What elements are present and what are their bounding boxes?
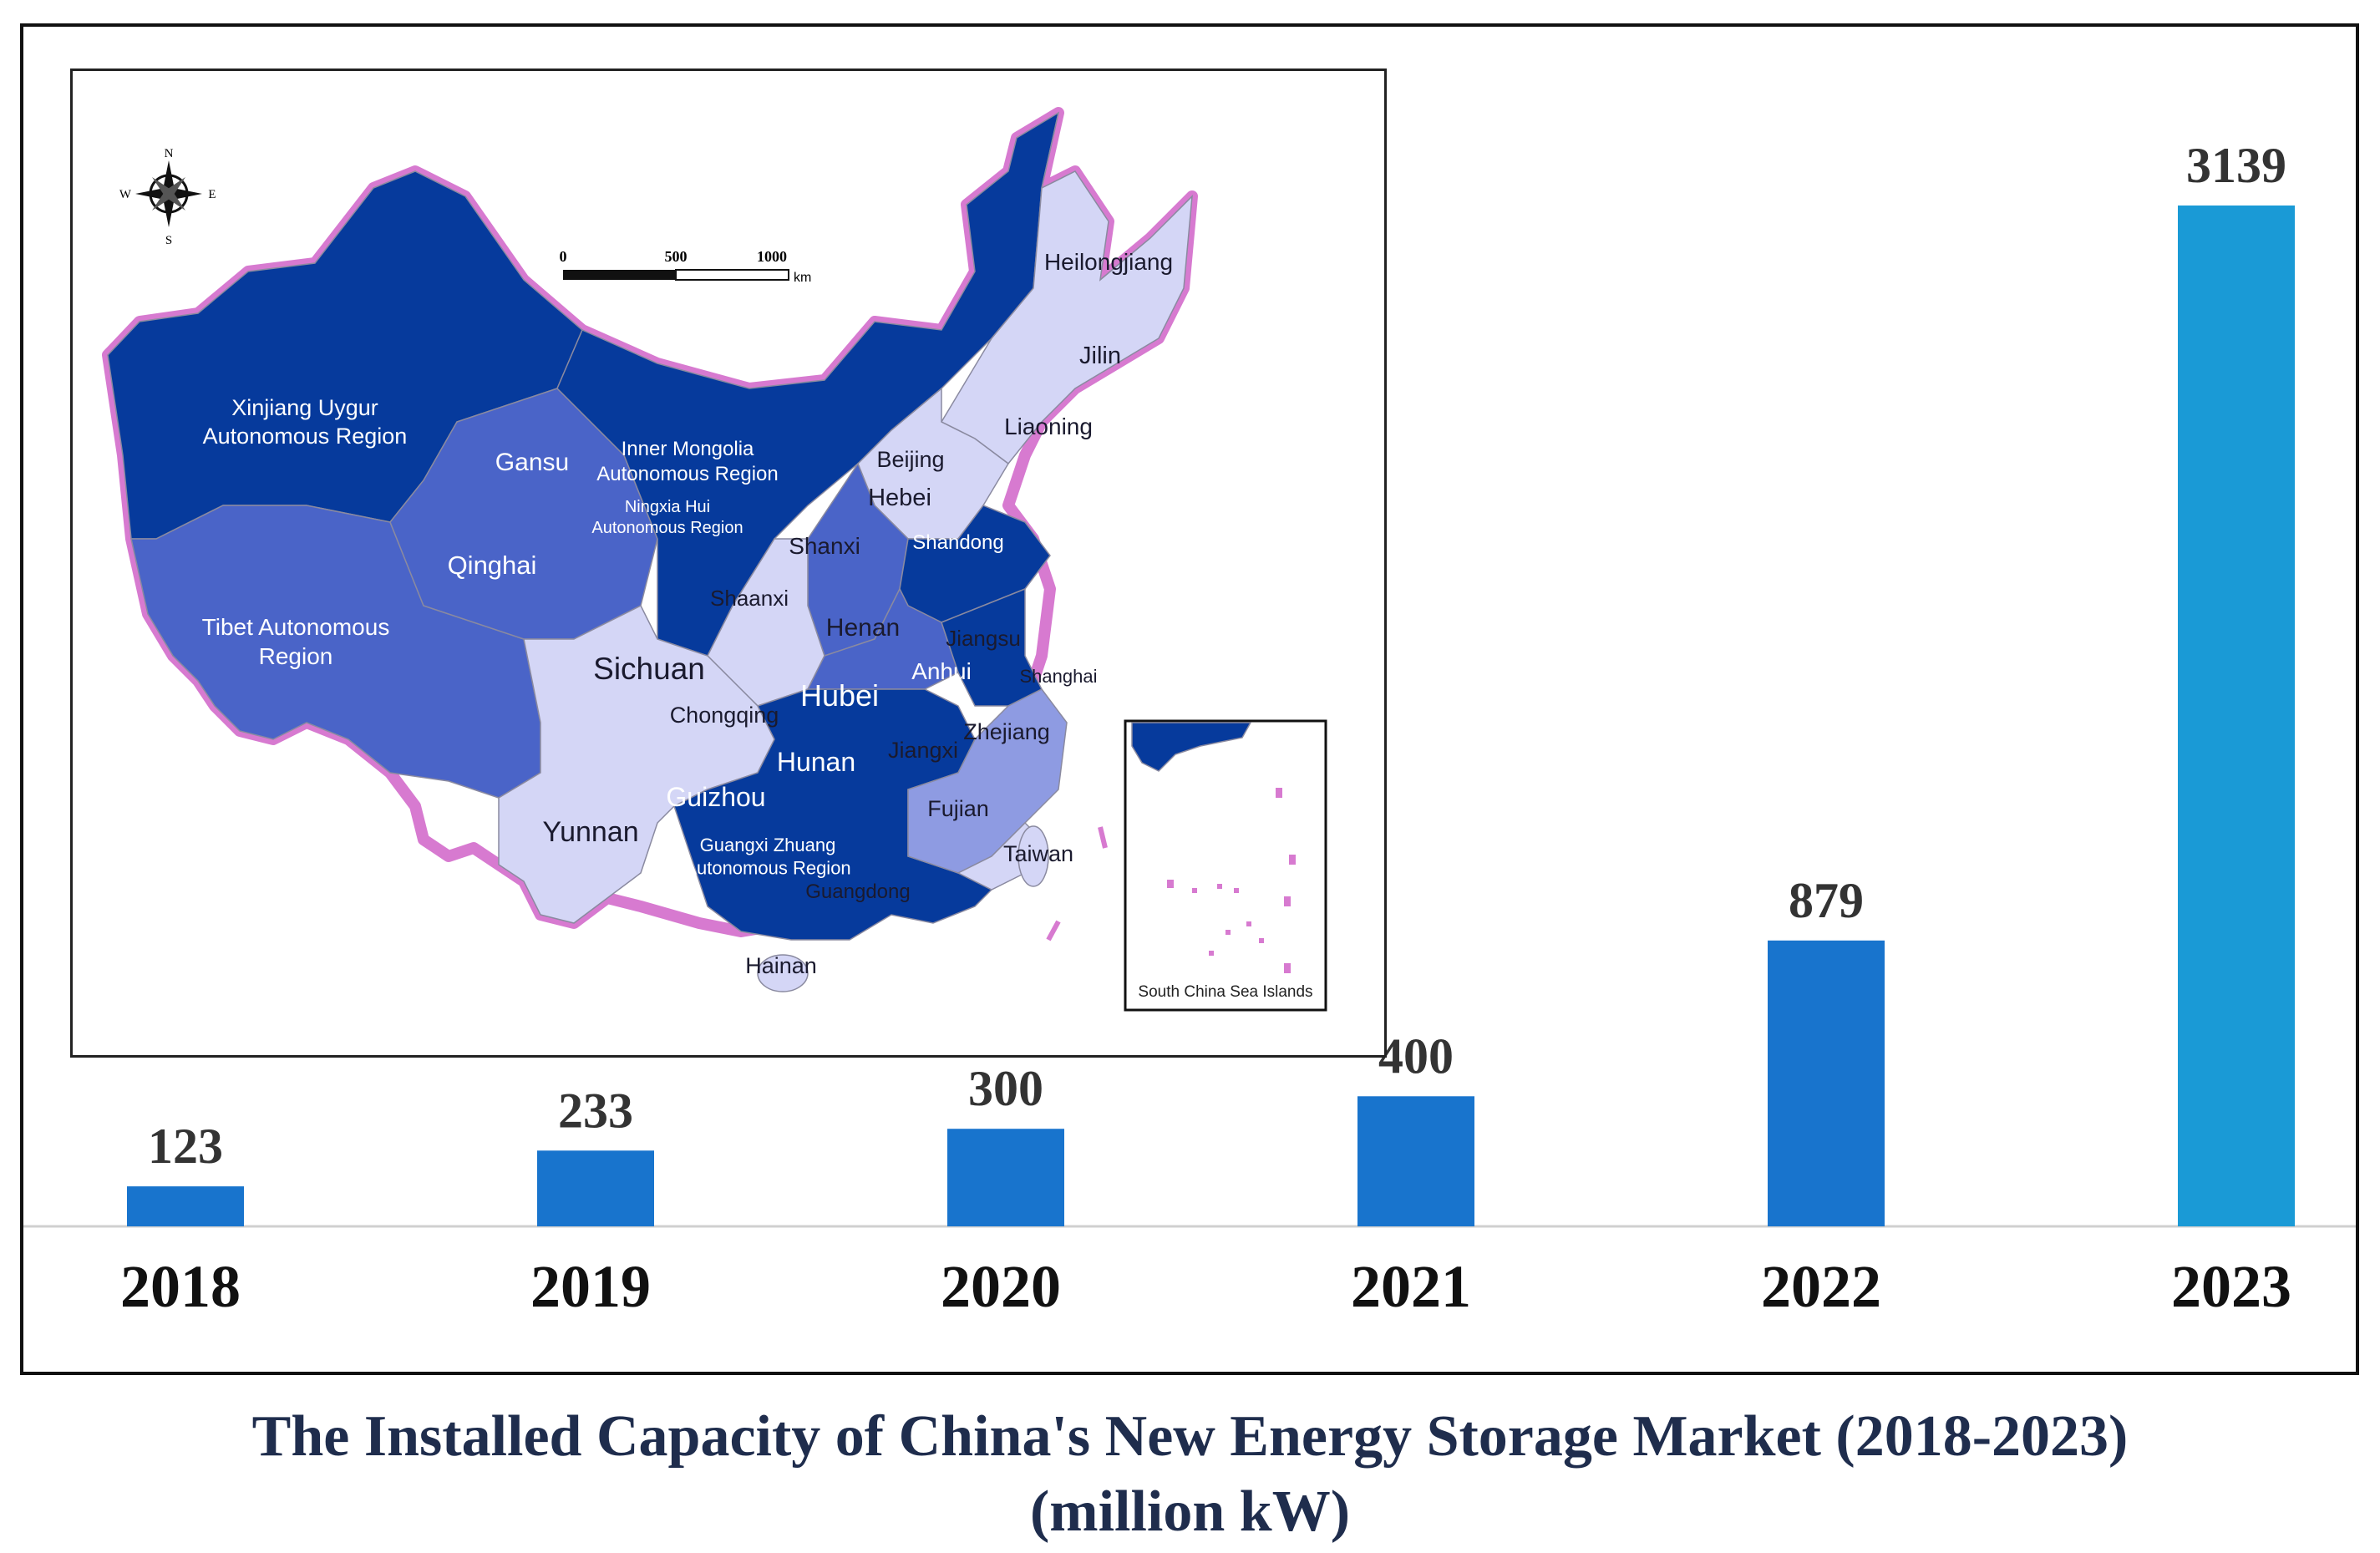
compass-w: W (119, 188, 132, 201)
bar-2020 (947, 1129, 1064, 1226)
map-label-yunnan: Yunnan (542, 816, 638, 848)
map-label-guizhou: Guizhou (666, 782, 765, 812)
region-tibet-shape (130, 505, 541, 799)
region-jiangxi-shape (907, 688, 1068, 874)
bar-2018 (127, 1186, 244, 1226)
chart-title: The Installed Capacity of China's New En… (251, 1404, 2129, 1469)
scale-tick-0: 0 (560, 248, 567, 265)
data-label-2020: 300 (968, 1061, 1043, 1116)
data-label-2019: 233 (558, 1083, 633, 1138)
map-label-shandong: Shandong (912, 531, 1003, 554)
x-tick-label-2021: 2021 (1351, 1253, 1471, 1320)
map-label-henan: Henan (826, 614, 900, 642)
map-label-shanghai: Shanghai (1020, 666, 1098, 687)
map-label-hunan: Hunan (777, 747, 855, 777)
map-label-heilongjiang: Heilongjiang (1044, 249, 1173, 275)
map-label-guangxi-zhuang: Guangxi Zhuang (700, 835, 836, 855)
inset-south-china-sea: South China Sea Islands (1124, 719, 1327, 1012)
map-label-tibet-autonomous-line2: Region (259, 643, 333, 669)
chart-subtitle: (million kW) (1029, 1479, 1351, 1544)
map-label-sichuan: Sichuan (593, 652, 705, 686)
scale-tick-1000: 1000 (757, 248, 787, 265)
map-label-ningxia-hui: Ningxia Hui (625, 498, 710, 516)
map-label-zhejiang: Zhejiang (963, 719, 1050, 744)
map-label-guangdong: Guangdong (805, 881, 910, 903)
map-label-xinjiang-uygur: Xinjiang Uygur (231, 395, 378, 420)
map-label-hainan: Hainan (745, 953, 817, 978)
inset-label: South China Sea Islands (1138, 983, 1312, 1001)
map-label-beijing: Beijing (876, 447, 944, 472)
map-label-hebei: Hebei (868, 485, 931, 511)
map-label-shaanxi: Shaanxi (710, 586, 789, 611)
map-label-fujian: Fujian (927, 796, 989, 821)
region-hainan-shape (757, 954, 809, 992)
scale-unit: km (794, 271, 811, 285)
map-label-ningxia-hui-line2: Autonomous Region (591, 519, 743, 537)
dash-line (1098, 826, 1108, 849)
data-label-2021: 400 (1378, 1028, 1454, 1084)
bar-2022 (1768, 940, 1885, 1226)
x-tick-label-2018: 2018 (120, 1253, 241, 1320)
data-label-2018: 123 (148, 1119, 223, 1174)
map-label-liaoning: Liaoning (1004, 414, 1093, 439)
map-label-qinghai: Qinghai (448, 551, 537, 580)
compass-rose-icon: N S E W (119, 147, 216, 247)
data-label-2023: 3139 (2186, 138, 2286, 193)
map-label-tibet-autonomous: Tibet Autonomous (202, 614, 390, 640)
scale-bar: 0 500 1000 km (560, 248, 812, 285)
x-tick-label-2022: 2022 (1761, 1253, 1881, 1320)
map-label-jiangsu: Jiangsu (946, 626, 1021, 651)
region-northeast-shape (940, 112, 1193, 465)
compass-s: S (165, 234, 172, 247)
region-central-shape (673, 688, 993, 941)
map-label-taiwan: Taiwan (1003, 841, 1073, 866)
map-label-inner-mongolia: Inner Mongolia (622, 438, 754, 460)
map-label-jilin: Jilin (1079, 343, 1121, 369)
dash-line (1046, 920, 1061, 941)
bar-chart: 123 2018 233 2019 300 2020 400 2021 879 2022 3139 2… (23, 138, 2356, 1320)
x-tick-label-2019: 2019 (530, 1253, 651, 1320)
map-label-guangxi-zhuang-line2: Autonomous Region (684, 858, 850, 879)
china-map-panel: N S E W 0 500 1000 km (70, 69, 1387, 1058)
map-label-gansu: Gansu (495, 449, 569, 476)
map-label-inner-mongolia-line2: Autonomous Region (596, 463, 778, 485)
map-label-xinjiang-uygur-line2: Autonomous Region (203, 424, 408, 449)
chart-frame: 123 2018 233 2019 300 2020 400 2021 879 2022 3139 2… (20, 23, 2359, 1375)
map-label-chongqing: Chongqing (670, 703, 779, 728)
data-label-2022: 879 (1789, 873, 1864, 928)
x-tick-label-2020: 2020 (941, 1253, 1061, 1320)
bar-2023 (2178, 206, 2295, 1226)
map-label-jiangxi: Jiangxi (888, 738, 958, 763)
compass-n: N (165, 147, 174, 160)
x-tick-label-2023: 2023 (2171, 1253, 2291, 1320)
bar-2019 (537, 1150, 654, 1226)
region-taiwan-shape (1017, 825, 1049, 887)
bar-2021 (1357, 1096, 1474, 1226)
map-label-shanxi: Shanxi (789, 533, 860, 559)
map-label-hubei: Hubei (800, 678, 879, 713)
scale-tick-500: 500 (665, 248, 688, 265)
map-label-anhui: Anhui (911, 658, 972, 684)
compass-e: E (208, 188, 216, 201)
